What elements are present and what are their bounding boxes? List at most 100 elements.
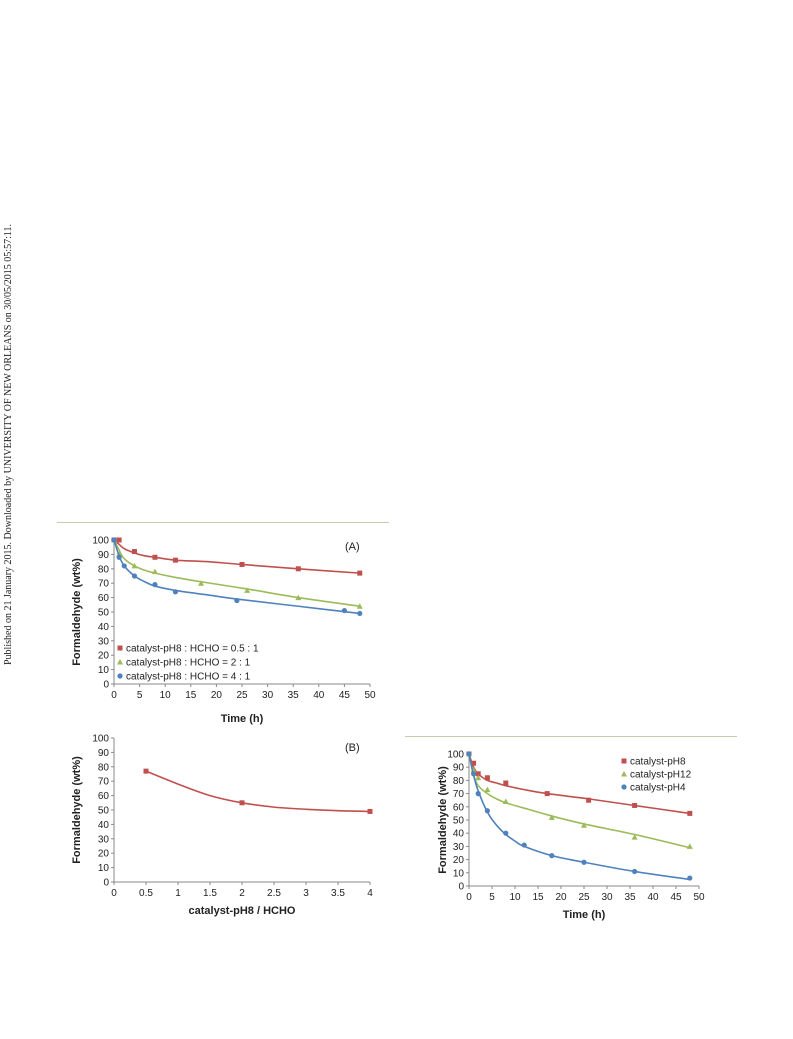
x-tick-label: 45 bbox=[339, 690, 351, 701]
data-point bbox=[152, 554, 158, 560]
data-point bbox=[152, 582, 158, 588]
y-tick-label: 50 bbox=[453, 816, 465, 827]
x-tick-label: 2 bbox=[239, 888, 245, 899]
y-tick-label: 20 bbox=[453, 855, 465, 866]
y-tick-label: 90 bbox=[98, 748, 110, 759]
legend-marker bbox=[621, 758, 627, 764]
data-point bbox=[131, 573, 138, 579]
data-point bbox=[466, 751, 472, 757]
data-point bbox=[239, 800, 245, 806]
x-tick-label: 5 bbox=[137, 690, 143, 701]
data-point bbox=[198, 580, 205, 586]
series-fit-line bbox=[145, 770, 371, 813]
x-tick-label: 0 bbox=[466, 892, 472, 903]
x-tick-label: 20 bbox=[211, 690, 223, 701]
data-point bbox=[116, 537, 122, 543]
y-tick-label: 0 bbox=[103, 878, 109, 889]
legend-marker bbox=[621, 771, 627, 777]
separator-rule bbox=[405, 736, 737, 737]
data-point bbox=[484, 808, 490, 814]
data-point bbox=[631, 834, 638, 840]
y-tick-label: 30 bbox=[98, 636, 110, 647]
x-tick-label: 25 bbox=[236, 690, 248, 701]
y-tick-label: 30 bbox=[98, 834, 110, 845]
x-tick-label: 30 bbox=[601, 892, 613, 903]
y-tick-label: 70 bbox=[453, 789, 465, 800]
y-tick-label: 60 bbox=[98, 593, 110, 604]
data-point bbox=[239, 561, 245, 567]
x-axis-label: catalyst-pH8 / HCHO bbox=[189, 905, 296, 917]
legend-marker bbox=[117, 673, 123, 679]
data-point bbox=[548, 814, 555, 820]
x-tick-label: 10 bbox=[160, 690, 172, 701]
data-point bbox=[151, 568, 158, 575]
y-tick-label: 20 bbox=[98, 651, 110, 662]
data-point bbox=[471, 771, 477, 777]
data-point bbox=[143, 768, 149, 774]
legend-marker bbox=[117, 645, 123, 651]
data-point bbox=[367, 808, 373, 814]
data-point bbox=[581, 822, 587, 828]
data-point bbox=[357, 610, 363, 617]
data-point bbox=[116, 554, 122, 560]
legend-label: catalyst-pH8 bbox=[630, 757, 686, 768]
legend-marker bbox=[117, 659, 123, 665]
data-point bbox=[586, 797, 592, 803]
data-point bbox=[521, 842, 527, 848]
separator-rule bbox=[57, 522, 389, 523]
y-axis-label: Formaldehyde (wt%) bbox=[437, 766, 449, 874]
series-fit-line bbox=[468, 753, 690, 849]
legend-marker bbox=[621, 784, 627, 790]
data-point bbox=[475, 791, 481, 797]
y-axis-label: Formaldehyde (wt%) bbox=[71, 558, 83, 666]
y-tick-label: 20 bbox=[98, 849, 110, 860]
data-point bbox=[357, 570, 363, 576]
data-point bbox=[475, 771, 481, 777]
y-tick-label: 60 bbox=[98, 791, 110, 802]
legend-label: catalyst-pH8 : HCHO = 0.5 : 1 bbox=[126, 644, 259, 655]
data-point bbox=[341, 607, 347, 614]
data-point bbox=[295, 566, 301, 572]
y-tick-label: 80 bbox=[98, 564, 110, 575]
x-tick-label: 25 bbox=[578, 892, 590, 903]
panel-label: (B) bbox=[345, 742, 360, 754]
x-axis-label: Time (h) bbox=[221, 713, 264, 725]
x-tick-label: 10 bbox=[509, 892, 521, 903]
x-tick-label: 15 bbox=[185, 690, 197, 701]
x-tick-label: 1 bbox=[175, 888, 181, 899]
x-tick-label: 4 bbox=[367, 888, 373, 899]
data-point bbox=[544, 791, 550, 797]
y-tick-label: 30 bbox=[453, 842, 465, 853]
y-tick-label: 70 bbox=[98, 777, 110, 788]
data-point bbox=[111, 537, 117, 543]
y-tick-label: 0 bbox=[458, 882, 464, 893]
data-point bbox=[244, 587, 251, 593]
data-point bbox=[687, 810, 693, 816]
y-tick-label: 100 bbox=[92, 734, 109, 745]
x-tick-label: 1.5 bbox=[203, 888, 217, 899]
legend-label: catalyst-pH8 : HCHO = 4 : 1 bbox=[126, 672, 251, 683]
legend-label: catalyst-pH12 bbox=[630, 770, 692, 781]
y-axis-label: Formaldehyde (wt%) bbox=[71, 756, 83, 864]
x-tick-label: 3.5 bbox=[331, 888, 345, 899]
data-point bbox=[503, 780, 509, 786]
data-point bbox=[356, 603, 363, 609]
x-axis-label: Time (h) bbox=[563, 909, 606, 921]
x-tick-label: 5 bbox=[489, 892, 495, 903]
x-tick-label: 0 bbox=[111, 690, 117, 701]
y-tick-label: 60 bbox=[453, 802, 465, 813]
x-tick-label: 20 bbox=[555, 892, 567, 903]
data-point bbox=[121, 563, 127, 569]
data-point bbox=[581, 859, 587, 865]
y-tick-label: 0 bbox=[103, 680, 109, 691]
y-tick-label: 100 bbox=[92, 536, 109, 547]
data-point bbox=[686, 843, 693, 849]
y-tick-label: 100 bbox=[447, 750, 464, 761]
x-tick-label: 15 bbox=[532, 892, 544, 903]
y-tick-label: 40 bbox=[98, 622, 110, 633]
series-fit-line bbox=[468, 753, 690, 881]
x-tick-label: 40 bbox=[313, 690, 325, 701]
data-point bbox=[484, 786, 491, 793]
